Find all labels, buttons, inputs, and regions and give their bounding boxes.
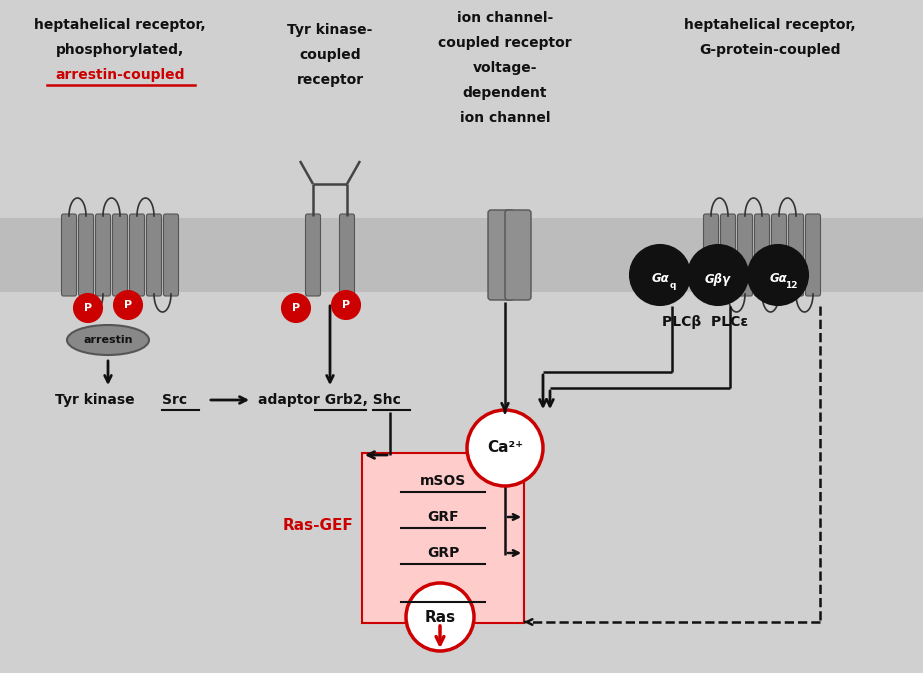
FancyBboxPatch shape — [806, 214, 821, 296]
FancyBboxPatch shape — [147, 214, 162, 296]
Text: adaptor Grb2, Shc: adaptor Grb2, Shc — [258, 393, 401, 407]
Circle shape — [630, 245, 690, 305]
FancyBboxPatch shape — [772, 214, 786, 296]
Text: PLCε: PLCε — [425, 584, 462, 598]
Ellipse shape — [67, 325, 149, 355]
Text: P: P — [292, 303, 300, 313]
FancyBboxPatch shape — [163, 214, 178, 296]
Text: P: P — [342, 300, 350, 310]
Text: Src: Src — [162, 393, 187, 407]
Text: Tyr kinase-: Tyr kinase- — [287, 23, 373, 37]
Circle shape — [406, 583, 474, 651]
Text: ion channel: ion channel — [460, 111, 550, 125]
Bar — [362, 453, 524, 623]
Text: G-protein-coupled: G-protein-coupled — [700, 43, 841, 57]
Text: ion channel-: ion channel- — [457, 11, 553, 25]
FancyBboxPatch shape — [488, 210, 514, 300]
Text: Ras: Ras — [425, 610, 456, 625]
FancyBboxPatch shape — [95, 214, 111, 296]
Text: dependent: dependent — [462, 86, 547, 100]
Text: GRP: GRP — [426, 546, 459, 560]
FancyBboxPatch shape — [754, 214, 770, 296]
Text: voltage-: voltage- — [473, 61, 537, 75]
FancyBboxPatch shape — [78, 214, 93, 296]
Text: Tyr kinase: Tyr kinase — [55, 393, 139, 407]
Circle shape — [114, 291, 142, 319]
Text: arrestin: arrestin — [83, 335, 133, 345]
FancyBboxPatch shape — [129, 214, 145, 296]
FancyBboxPatch shape — [62, 214, 77, 296]
FancyBboxPatch shape — [113, 214, 127, 296]
Text: PLCβ  PLCε: PLCβ PLCε — [662, 315, 748, 329]
Text: heptahelical receptor,: heptahelical receptor, — [34, 18, 206, 32]
FancyBboxPatch shape — [788, 214, 804, 296]
Text: GRF: GRF — [427, 510, 459, 524]
Text: Gα: Gα — [651, 273, 669, 285]
Text: Ca²⁺: Ca²⁺ — [487, 441, 523, 456]
Text: Gα: Gα — [769, 273, 787, 285]
FancyBboxPatch shape — [721, 214, 736, 296]
FancyBboxPatch shape — [340, 214, 354, 296]
Circle shape — [74, 294, 102, 322]
Text: q: q — [670, 281, 677, 289]
FancyBboxPatch shape — [703, 214, 718, 296]
Text: P: P — [84, 303, 92, 313]
Circle shape — [332, 291, 360, 319]
Text: mSOS: mSOS — [420, 474, 466, 488]
Text: phosphorylated,: phosphorylated, — [56, 43, 184, 57]
Text: Ras-GEF: Ras-GEF — [283, 518, 354, 532]
Circle shape — [282, 294, 310, 322]
Text: Gβγ: Gβγ — [705, 273, 731, 285]
FancyBboxPatch shape — [306, 214, 320, 296]
Text: coupled: coupled — [299, 48, 361, 62]
FancyBboxPatch shape — [505, 210, 531, 300]
Text: 12: 12 — [785, 281, 797, 289]
Text: coupled receptor: coupled receptor — [438, 36, 572, 50]
Text: arrestin-coupled: arrestin-coupled — [55, 68, 185, 82]
Text: heptahelical receptor,: heptahelical receptor, — [684, 18, 856, 32]
Text: receptor: receptor — [296, 73, 364, 87]
Text: P: P — [124, 300, 132, 310]
Circle shape — [688, 245, 748, 305]
FancyBboxPatch shape — [737, 214, 752, 296]
Bar — [0, 218, 923, 292]
Circle shape — [467, 410, 543, 486]
Circle shape — [748, 245, 808, 305]
